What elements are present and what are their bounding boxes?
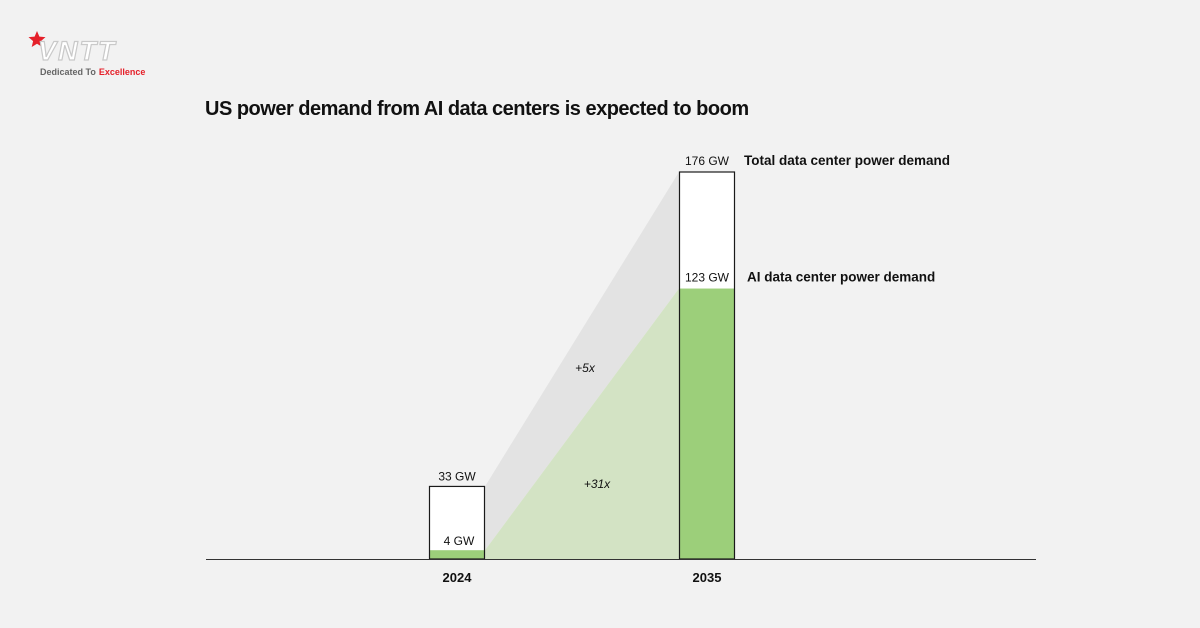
data-label-ai-2035: 123 GW <box>685 271 730 285</box>
x-tick-label-2024: 2024 <box>443 570 473 585</box>
vntt-logo: VNTT Dedicated To Excellence <box>28 31 145 77</box>
logo-wordmark: VNTT <box>38 36 117 66</box>
data-label-total-2024: 33 GW <box>438 469 476 483</box>
ai-growth-band <box>485 288 679 559</box>
data-label-total-2035: 176 GW <box>685 154 730 168</box>
legend-ai-label: AI data center power demand <box>747 270 935 285</box>
logo-tagline-prefix: Dedicated To <box>40 67 96 77</box>
legend-total-label: Total data center power demand <box>744 153 950 168</box>
total-growth-band <box>485 172 679 551</box>
star-icon <box>28 31 46 47</box>
annotation-total-growth: +5x <box>575 361 596 375</box>
annotation-ai-growth: +31x <box>584 477 611 491</box>
logo-tagline-highlight: Excellence <box>99 67 146 77</box>
ai-bar-2035 <box>679 288 735 559</box>
x-tick-label-2035: 2035 <box>693 570 722 585</box>
ai-bar-2024 <box>429 550 485 559</box>
chart-title: US power demand from AI data centers is … <box>205 98 749 120</box>
logo-tagline: Dedicated To Excellence <box>40 67 145 77</box>
data-label-ai-2024: 4 GW <box>444 534 475 548</box>
total-bar-2024 <box>429 486 485 559</box>
